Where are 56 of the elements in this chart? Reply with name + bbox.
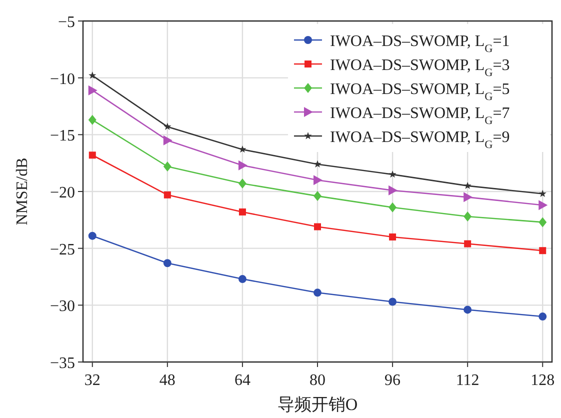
- x-axis-title: 导频开销O: [277, 395, 358, 414]
- point: [538, 200, 548, 210]
- legend-label: IWOA–DS–SWOMP, L$_{G}$=1: [330, 33, 510, 55]
- point: [88, 85, 98, 96]
- y-tick-label: −5: [58, 14, 75, 31]
- point: [389, 233, 396, 240]
- point: [238, 145, 246, 153]
- y-tick-label: −20: [50, 184, 75, 202]
- y-tick-label: −35: [50, 355, 75, 372]
- point: [388, 170, 396, 178]
- point: [464, 306, 472, 314]
- point: [314, 191, 322, 202]
- point: [238, 208, 246, 216]
- point: [388, 202, 397, 212]
- point: [164, 191, 171, 198]
- x-tick-label: 112: [456, 372, 480, 389]
- point: [388, 298, 397, 306]
- point: [538, 312, 547, 321]
- point: [238, 178, 246, 189]
- point: [539, 247, 546, 254]
- point: [88, 72, 96, 79]
- x-tick-label: 32: [84, 372, 100, 389]
- point: [464, 212, 472, 222]
- y-tick-label: −15: [50, 128, 75, 145]
- point: [164, 122, 172, 130]
- x-tick-label: 64: [234, 372, 250, 389]
- point: [464, 182, 472, 190]
- point: [464, 240, 472, 248]
- point: [314, 223, 321, 230]
- point: [238, 160, 248, 170]
- point: [163, 135, 172, 146]
- point: [464, 192, 473, 202]
- point: [88, 114, 96, 125]
- x-tick-label: 48: [159, 372, 176, 389]
- point: [314, 175, 322, 186]
- point: [163, 259, 172, 268]
- point: [163, 161, 172, 172]
- x-tick-label: 80: [310, 372, 326, 389]
- y-tick-label: −30: [50, 298, 75, 316]
- y-tick-label: −25: [50, 241, 75, 258]
- x-tick-label: 128: [530, 372, 555, 389]
- legend-label: IWOA–DS–SWOMP, L$_{G}$=3: [330, 57, 510, 79]
- point: [88, 232, 96, 240]
- y-tick-label: −10: [50, 70, 75, 88]
- point: [388, 185, 398, 196]
- x-tick-label: 96: [384, 372, 401, 389]
- point: [314, 160, 322, 168]
- point: [238, 275, 246, 284]
- point: [88, 152, 96, 159]
- y-axis-title: NMSE/dB: [14, 158, 31, 226]
- legend-label: IWOA–DS–SWOMP, L$_{G}$=9: [330, 129, 510, 151]
- point: [538, 190, 546, 198]
- point: [314, 288, 322, 297]
- legend-label: IWOA–DS–SWOMP, L$_{G}$=5: [330, 81, 510, 103]
- point: [538, 217, 547, 228]
- legend-label: IWOA–DS–SWOMP, L$_{G}$=7: [330, 105, 510, 127]
